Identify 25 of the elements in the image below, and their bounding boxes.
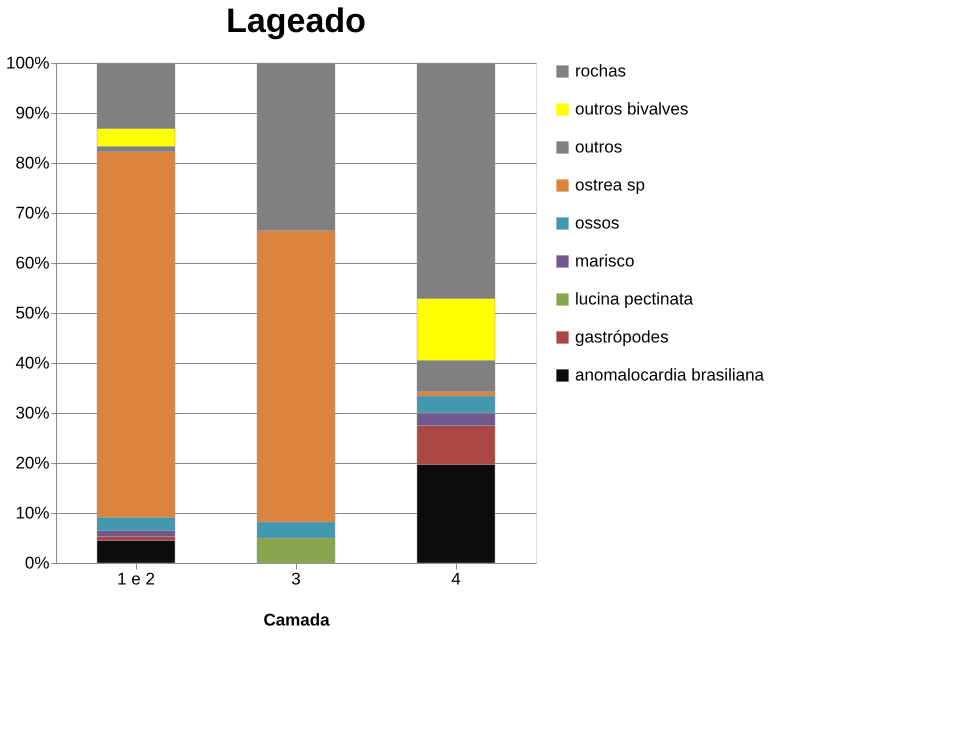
legend-label: outros (575, 138, 622, 156)
y-tick-label: 100% (6, 54, 50, 72)
y-tick-label: 60% (15, 254, 50, 272)
legend-label: outros bivalves (575, 100, 688, 118)
y-tick-label: 80% (15, 154, 50, 172)
legend-label: gastrópodes (575, 328, 669, 346)
x-tick-label: 1 e 2 (117, 570, 155, 588)
legend-label: ossos (575, 214, 620, 232)
x-tick-label: 4 (451, 570, 461, 588)
y-tick-label: 30% (15, 404, 50, 422)
legend-label: ostrea sp (575, 176, 645, 194)
y-tick-label: 10% (15, 504, 50, 522)
y-tick-label: 50% (15, 304, 50, 322)
x-tick-label: 3 (291, 570, 301, 588)
legend-label: marisco (575, 252, 635, 270)
y-tick-label: 20% (15, 454, 50, 472)
y-tick-label: 40% (15, 354, 50, 372)
y-tick-label: 90% (15, 104, 50, 122)
legend-label: anomalocardia brasiliana (575, 366, 765, 384)
y-tick-label: 0% (24, 554, 50, 572)
y-tick-label: 70% (15, 204, 50, 222)
legend-label: lucina pectinata (575, 290, 694, 308)
legend-label: rochas (575, 62, 626, 80)
chart-title: Lageado (226, 2, 366, 40)
x-axis-title: Camada (263, 610, 330, 630)
